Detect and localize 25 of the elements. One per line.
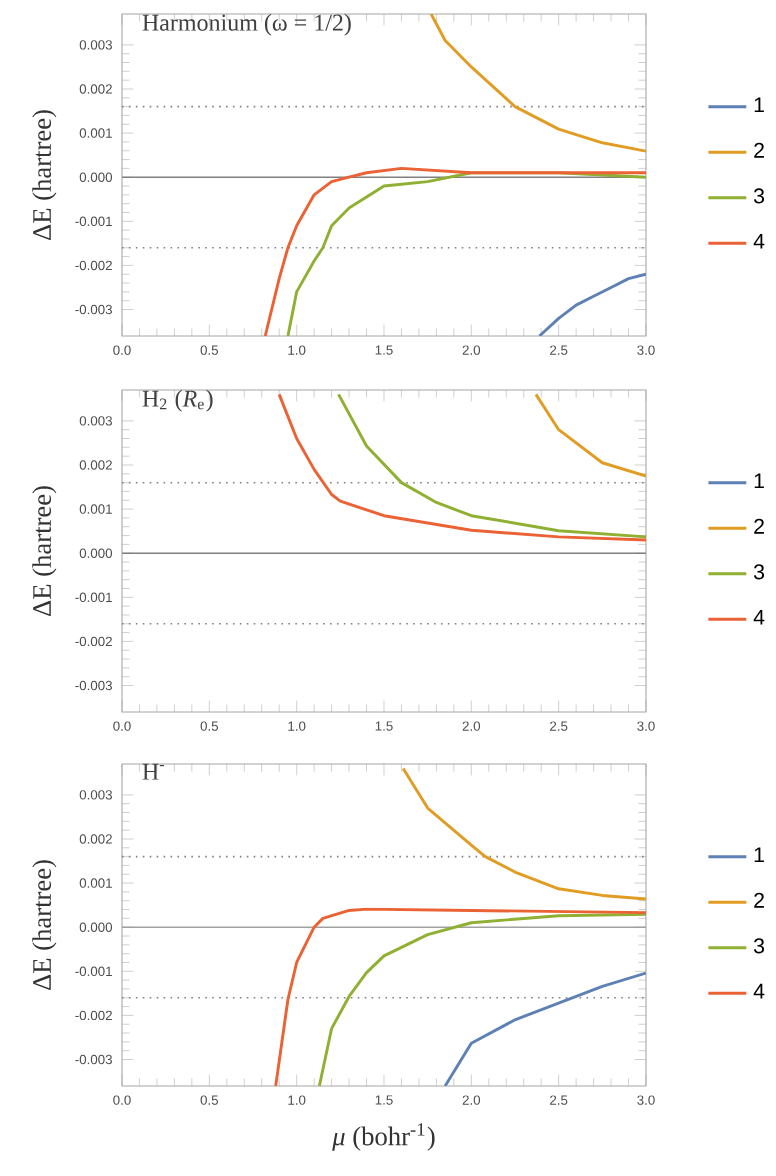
legend-label: 2	[754, 892, 764, 908]
chart-title: H$_{2}$ (R$_{e}$)	[142, 389, 213, 412]
legend-label: 1	[754, 473, 764, 489]
line-series	[534, 392, 646, 478]
legend-label: 1	[754, 97, 764, 113]
legend-label: 2	[754, 142, 764, 158]
y-axis-title: ΔE (hartree)	[32, 486, 57, 616]
y-axis-title: ΔE (hartree)	[32, 110, 57, 240]
x-axis-title: μ (bohr$^{-1}$)	[332, 1123, 435, 1151]
legend-label: 4	[753, 983, 765, 999]
y-axis-title: ΔE (hartree)	[32, 860, 57, 990]
line-series	[537, 272, 646, 336]
legend-label: 2	[754, 518, 764, 534]
legend-label: 1	[754, 847, 764, 863]
legend-label: 4	[753, 609, 765, 625]
legend-label: 3	[753, 564, 765, 580]
legend-label: 4	[753, 233, 765, 249]
line-series	[337, 392, 646, 539]
line-series	[401, 766, 646, 901]
line-series	[429, 14, 646, 153]
chart-title: Harmonium (ω = 1/2)	[142, 13, 351, 36]
legend-label: 3	[753, 938, 765, 954]
chart-title: H$^{-}$	[142, 763, 164, 780]
line-series	[277, 392, 646, 542]
legend-label: 3	[753, 188, 765, 204]
